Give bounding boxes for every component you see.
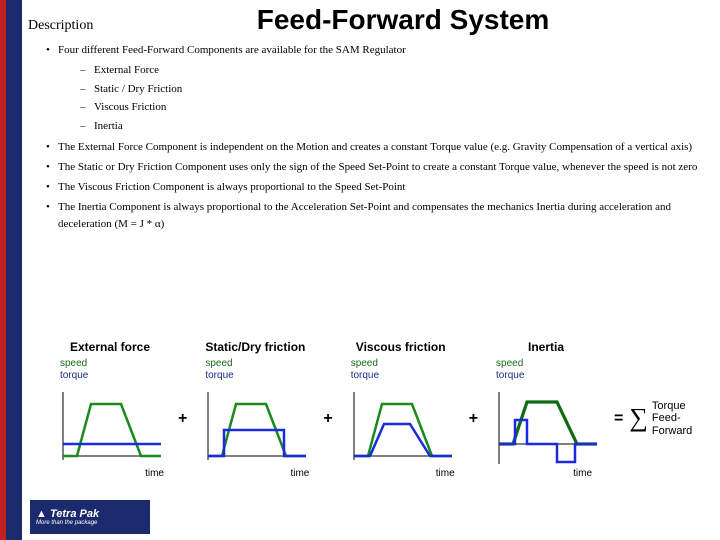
slide-title: Feed-Forward System — [98, 4, 708, 36]
chart-svg — [491, 384, 601, 466]
sub-bullet-item: Viscous Friction — [80, 98, 708, 117]
chart-external-force: External force speed torque time — [46, 340, 174, 479]
chart-title: External force — [70, 340, 150, 354]
sub-bullet-item: Static / Dry Friction — [80, 80, 708, 99]
bullet-item: Four different Feed-Forward Components a… — [46, 42, 708, 136]
chart-svg — [200, 384, 310, 466]
result-line: Torque — [652, 400, 686, 412]
legend-torque: torque — [60, 370, 88, 381]
result-block: ∑ Torque Feed- Forward — [627, 400, 692, 438]
bullet-item: The Inertia Component is always proporti… — [46, 199, 708, 233]
equals-operator: = — [612, 410, 625, 428]
chart-title: Inertia — [528, 340, 564, 354]
header-row: Description Feed-Forward System — [28, 4, 708, 36]
legend-torque: torque — [205, 370, 233, 381]
bullet-item: The Viscous Friction Component is always… — [46, 179, 708, 196]
sub-bullet-list: External Force Static / Dry Friction Vis… — [58, 61, 708, 136]
bullet-list: Four different Feed-Forward Components a… — [28, 42, 708, 233]
legend-torque: torque — [496, 370, 524, 381]
slide-content: Description Feed-Forward System Four dif… — [28, 4, 708, 236]
legend-speed: speed — [60, 358, 87, 369]
chart-legend: speed torque — [205, 358, 233, 382]
logo-main-text: ▲ Tetra Pak — [36, 508, 150, 520]
result-line: Feed- — [652, 412, 681, 424]
result-text: Torque Feed- Forward — [652, 400, 692, 438]
stripe-blue — [6, 0, 22, 540]
bullet-item: The Static or Dry Friction Component use… — [46, 159, 708, 176]
chart-viscous-friction: Viscous friction speed torque time — [337, 340, 465, 479]
sub-bullet-item: Inertia — [80, 117, 708, 136]
legend-speed: speed — [351, 358, 378, 369]
time-label: time — [145, 468, 164, 479]
logo-sub-text: More than the package — [36, 520, 150, 526]
chart-svg — [346, 384, 456, 466]
result-line: Forward — [652, 425, 692, 437]
charts-row: External force speed torque time + Stati… — [46, 340, 710, 479]
sigma-icon: ∑ — [629, 403, 648, 433]
chart-title: Viscous friction — [356, 340, 446, 354]
chart-svg — [55, 384, 165, 466]
legend-torque: torque — [351, 370, 379, 381]
plus-operator: + — [176, 410, 189, 428]
time-label: time — [573, 468, 592, 479]
left-accent-stripe — [0, 0, 22, 540]
chart-inertia: Inertia speed torque time — [482, 340, 610, 479]
time-label: time — [436, 468, 455, 479]
chart-title: Static/Dry friction — [205, 340, 305, 354]
chart-static-friction: Static/Dry friction speed torque time — [191, 340, 319, 479]
chart-legend: speed torque — [351, 358, 379, 382]
plus-operator: + — [321, 410, 334, 428]
legend-speed: speed — [205, 358, 232, 369]
legend-speed: speed — [496, 358, 523, 369]
plus-operator: + — [467, 410, 480, 428]
time-label: time — [290, 468, 309, 479]
chart-legend: speed torque — [60, 358, 88, 382]
bullet-item: The External Force Component is independ… — [46, 139, 708, 156]
sub-bullet-item: External Force — [80, 61, 708, 80]
bullet-text: Four different Feed-Forward Components a… — [58, 44, 406, 56]
tetra-pak-logo: ▲ Tetra Pak More than the package — [30, 500, 150, 534]
chart-legend: speed torque — [496, 358, 524, 382]
